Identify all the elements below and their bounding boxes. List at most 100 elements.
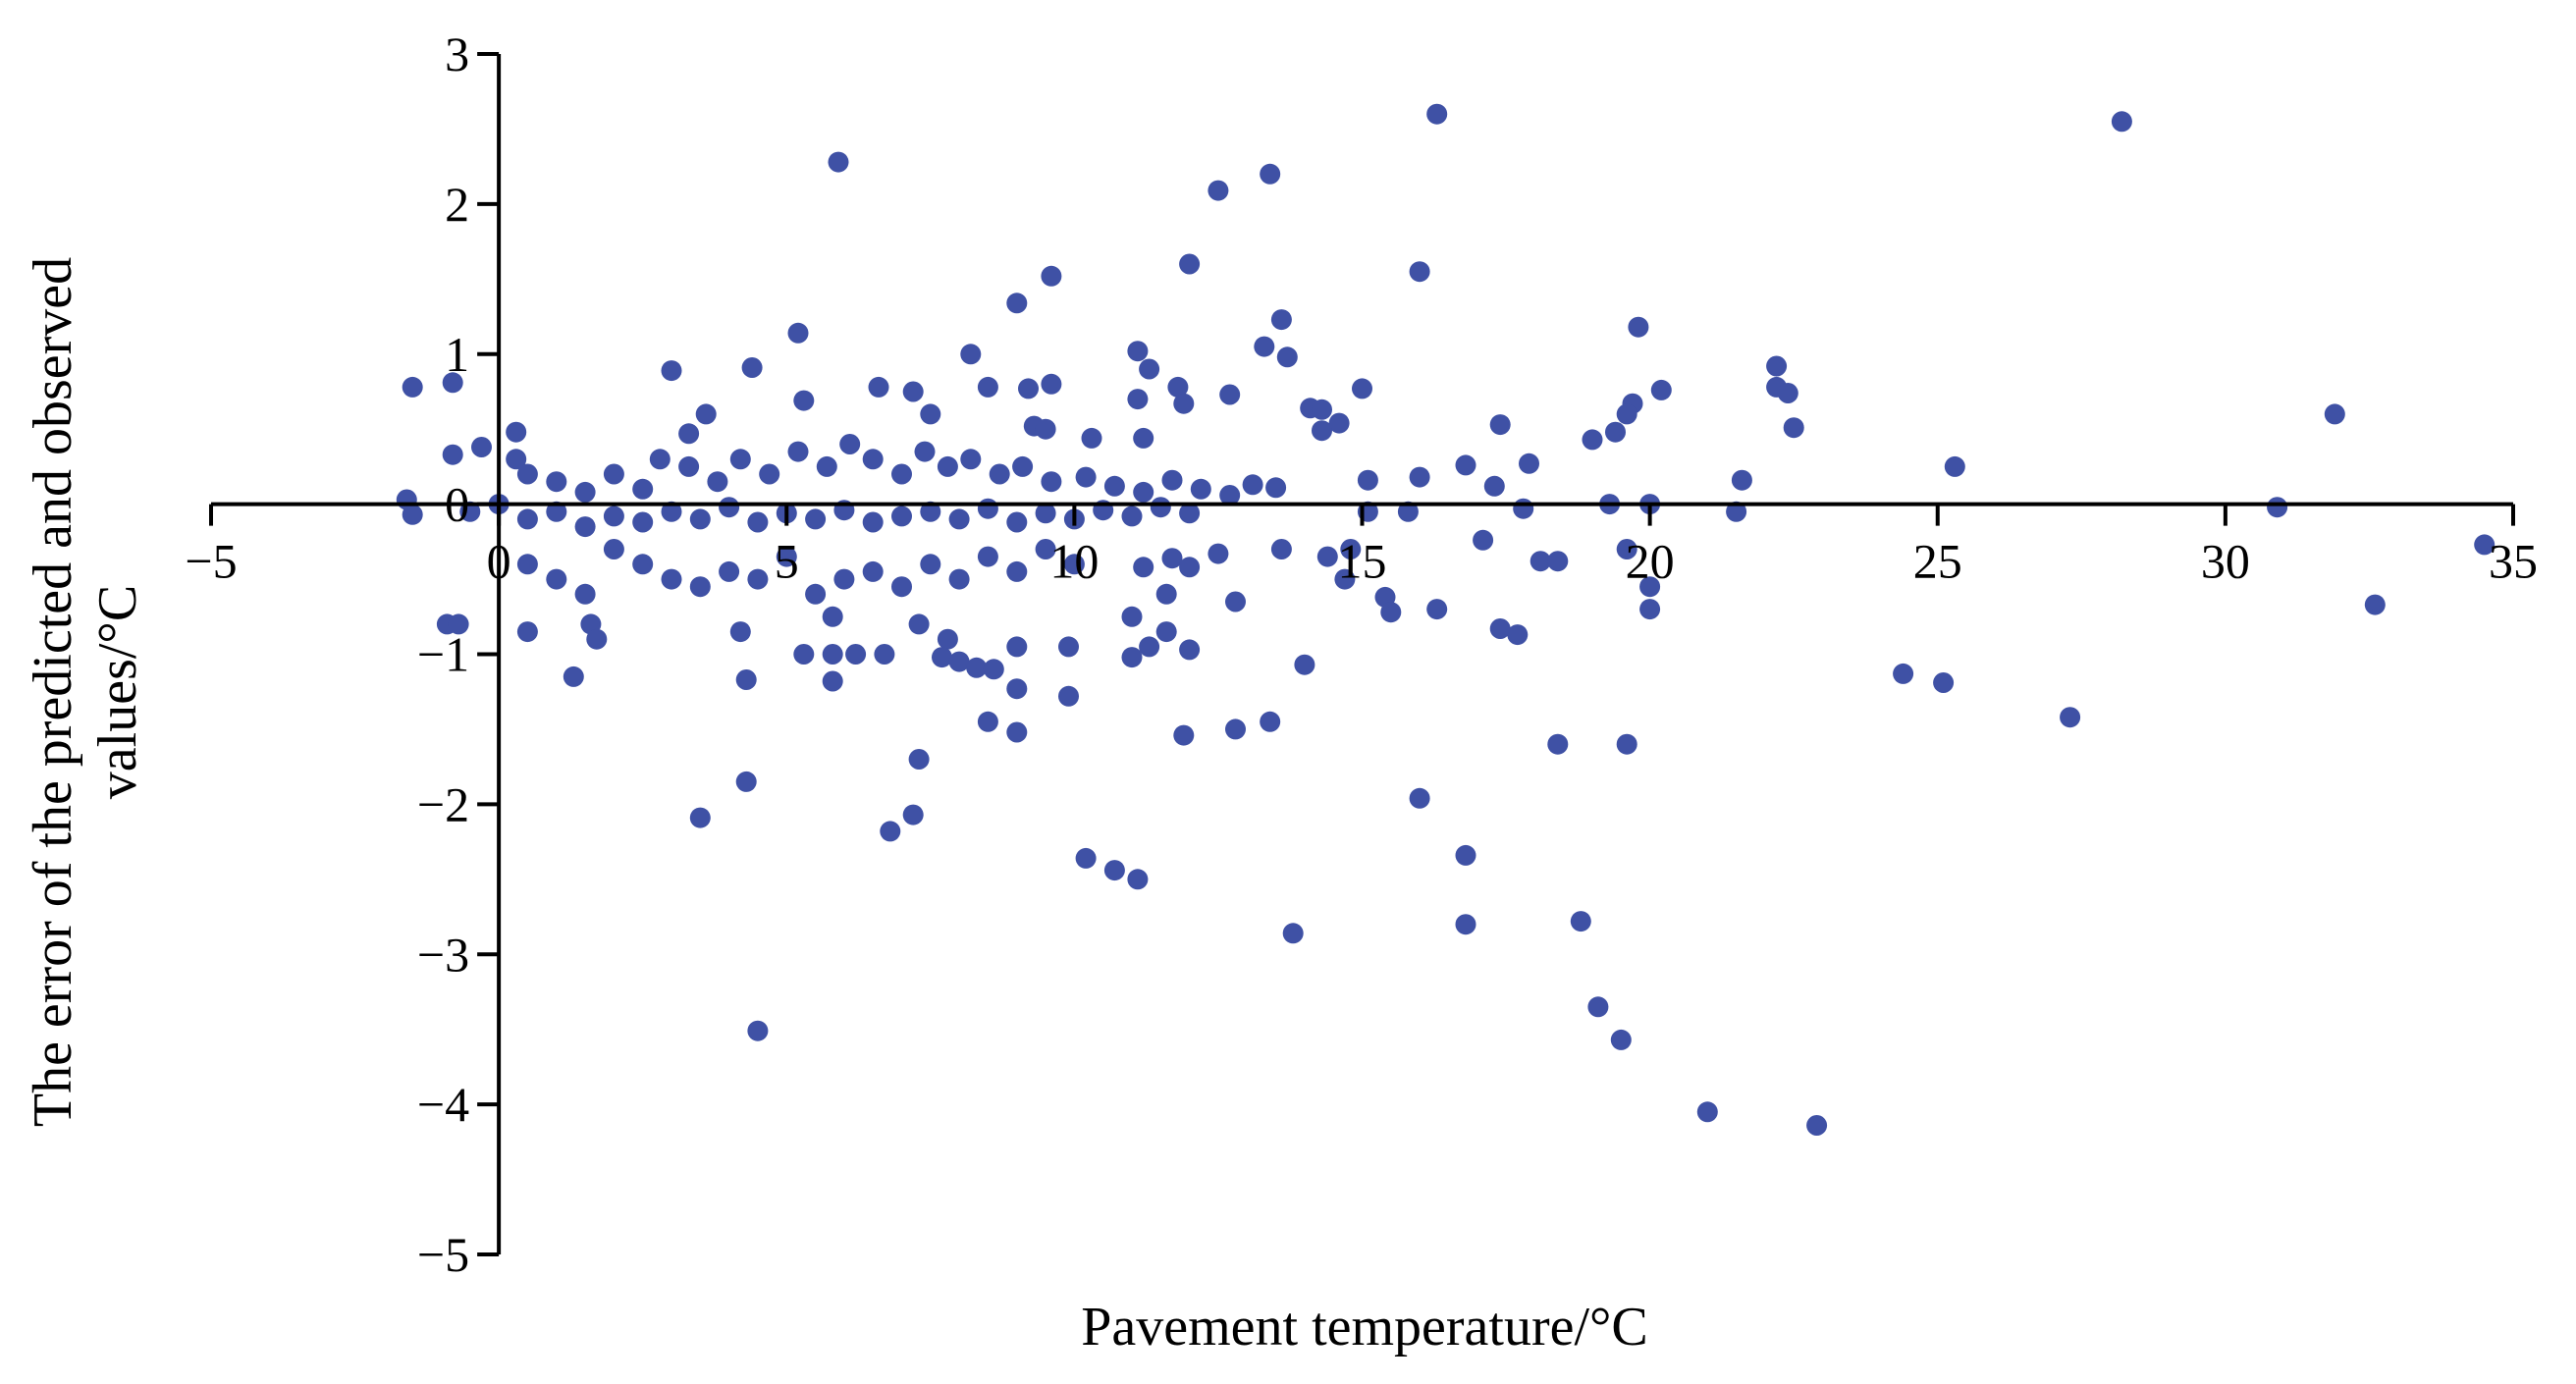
data-point [891,506,912,527]
data-point [1208,543,1229,564]
tick-labels: −5 0 5 10 15 20 25 30 35 −5 −4 −3 −2 −1 0 1 2 3 [185,27,2538,1282]
data-point [891,463,912,485]
x-tick-label: 0 [487,534,511,589]
data-point [1265,477,1287,499]
data-point [546,501,567,522]
data-point [1133,481,1154,503]
data-point [1041,373,1062,395]
data-point [937,455,958,477]
data-point [1587,996,1609,1018]
data-point [603,463,624,485]
x-tick-label: 20 [1626,534,1675,589]
data-point [960,344,982,365]
y-tick-label: −3 [417,927,469,982]
data-point [689,508,711,530]
data-point [1357,469,1378,491]
data-point [989,463,1010,485]
data-point [1006,560,1028,582]
data-point [1179,503,1201,524]
data-point [891,576,912,598]
data-point [1190,478,1211,500]
data-point [1161,548,1183,569]
x-tick-label: 10 [1049,534,1099,589]
data-point [574,481,596,503]
data-point [1219,384,1241,405]
data-point [862,449,884,470]
data-point [868,376,889,398]
data-point [1409,261,1430,283]
data-point [1012,455,1034,477]
data-point [1944,455,1965,477]
data-point [902,381,924,402]
data-point [932,647,952,668]
data-point [793,644,815,665]
data-point [1507,624,1529,646]
data-point [1041,265,1062,287]
data-point [1225,719,1246,740]
data-point [1179,557,1201,578]
data-point [448,613,469,635]
y-tick-label: 1 [445,327,469,382]
data-point [1409,787,1430,809]
data-point [719,497,740,518]
data-point [1121,606,1143,627]
data-point [1276,346,1298,368]
data-point [1806,1115,1828,1136]
data-point [563,665,584,687]
data-point [1352,378,1372,399]
data-point [2267,497,2288,518]
data-point [805,508,827,530]
data-point [1225,591,1246,612]
data-point [1173,393,1195,414]
data-point [977,376,998,398]
data-point [1155,583,1177,605]
data-point [506,421,527,443]
data-point [2324,403,2345,425]
data-point [914,441,936,462]
data-point [516,554,538,575]
data-point [1547,551,1569,572]
data-point [574,516,596,538]
data-point [920,501,941,522]
data-point [707,471,728,493]
data-point [747,1020,769,1041]
data-point [2060,707,2081,728]
data-point [776,546,797,567]
data-point [516,621,538,643]
data-point [1270,539,1292,559]
data-point [920,554,941,575]
y-axis-title-line-1: The error of the predicted and observed [23,257,83,1127]
data-point [1328,412,1350,434]
data-point [719,560,740,582]
data-point [1260,163,1281,185]
data-point [816,455,837,477]
data-point [1006,678,1028,700]
data-point [689,576,711,598]
data-point [948,508,970,530]
data-point [880,821,901,842]
data-point [1777,383,1798,403]
data-point [516,463,538,485]
data-point [1127,341,1149,362]
data-point [1270,309,1292,331]
data-point [1006,293,1028,314]
axes [209,52,2515,1256]
data-point [632,478,654,500]
data-point [1161,469,1183,491]
data-point [977,711,998,732]
data-point [1127,389,1149,410]
data-point [1530,551,1551,572]
x-tick-label: 15 [1338,534,1387,589]
data-point [506,449,527,470]
data-point [1150,497,1171,518]
data-point [1058,685,1079,707]
data-point [747,568,769,590]
data-point [977,546,998,567]
x-axis-title: Pavement temperature/°C [1081,1297,1648,1357]
data-point [966,657,988,678]
data-point [822,670,843,692]
data-point [1426,103,1448,125]
data-point [546,568,567,590]
